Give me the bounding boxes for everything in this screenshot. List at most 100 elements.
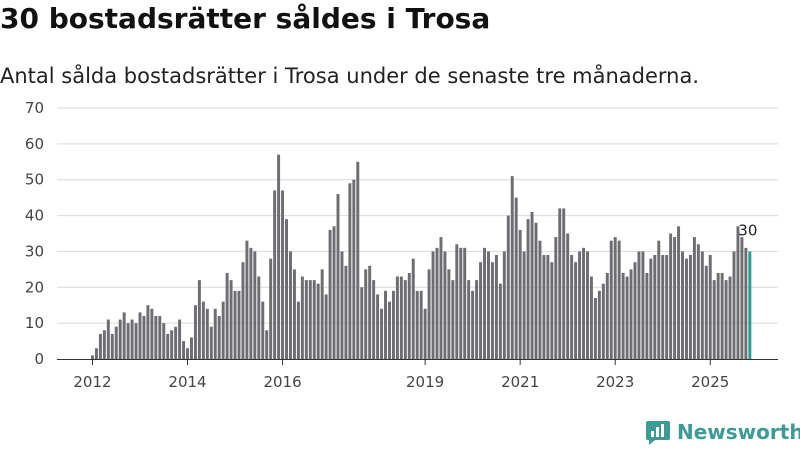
bar <box>411 258 415 359</box>
bar <box>395 276 399 359</box>
bar <box>447 269 451 359</box>
bar <box>182 341 186 359</box>
bar <box>229 280 233 359</box>
bar <box>538 240 542 359</box>
bar <box>700 251 704 359</box>
bar <box>368 265 372 359</box>
bar <box>566 233 570 359</box>
bar <box>237 290 241 359</box>
x-axis-ticks: 2012 2014 2016 2019 2021 2023 2025 <box>73 359 729 391</box>
x-tick-label: 2014 <box>168 373 206 391</box>
bar <box>372 280 376 359</box>
bar <box>736 226 740 359</box>
bar <box>134 323 138 359</box>
x-tick-label: 2025 <box>691 373 729 391</box>
bar <box>427 269 431 359</box>
bar <box>249 247 253 359</box>
bar <box>273 190 277 359</box>
bar <box>688 255 692 359</box>
bar <box>391 290 395 359</box>
bar <box>138 312 142 359</box>
bar <box>360 287 364 359</box>
bar <box>724 280 728 359</box>
bar <box>605 272 609 359</box>
bar <box>253 251 257 359</box>
bar <box>728 276 732 359</box>
x-tick-label: 2019 <box>406 373 444 391</box>
bar <box>91 355 94 359</box>
y-tick-label: 60 <box>25 135 44 153</box>
bar <box>530 211 534 359</box>
bar <box>122 312 126 359</box>
bar <box>320 269 324 359</box>
bar <box>419 290 423 359</box>
bar <box>443 251 447 359</box>
bar <box>490 262 494 359</box>
bar <box>213 308 217 359</box>
bar <box>106 319 110 359</box>
bar <box>629 269 633 359</box>
bar <box>475 280 479 359</box>
bar <box>328 229 332 359</box>
bar <box>720 272 724 359</box>
last-value-label: 30 <box>738 221 757 239</box>
bar <box>162 323 166 359</box>
bar <box>221 301 225 359</box>
bar <box>403 280 407 359</box>
chart-subtitle: Antal sålda bostadsrätter i Trosa under … <box>0 64 700 88</box>
newsworthy-logo-text: Newsworthy <box>677 420 800 444</box>
bar <box>340 251 344 359</box>
bar <box>166 333 170 359</box>
bar <box>201 301 205 359</box>
bar <box>265 330 269 359</box>
bar <box>661 255 665 359</box>
bar <box>407 272 411 359</box>
bar <box>570 255 574 359</box>
bar <box>261 301 265 359</box>
bar <box>300 276 304 359</box>
bar <box>653 255 657 359</box>
bar <box>740 237 744 359</box>
bar <box>601 283 605 359</box>
bar <box>696 244 700 359</box>
bar <box>126 323 130 359</box>
bar-latest <box>748 251 752 359</box>
bar <box>487 251 490 359</box>
bar <box>617 240 621 359</box>
bar <box>692 237 696 359</box>
bar <box>574 262 578 359</box>
bar <box>380 308 384 359</box>
bar <box>479 262 483 359</box>
bar <box>225 272 229 359</box>
bar <box>102 330 106 359</box>
bar <box>150 308 154 359</box>
bar <box>304 280 308 359</box>
bar <box>431 251 435 359</box>
bar <box>459 247 463 359</box>
bar <box>494 255 498 359</box>
bar <box>633 262 637 359</box>
bar <box>154 315 158 359</box>
y-tick-label: 70 <box>25 99 44 117</box>
bar <box>439 237 443 359</box>
bar <box>732 251 736 359</box>
bar <box>518 229 522 359</box>
bar <box>277 154 281 359</box>
bar <box>586 251 589 359</box>
bar <box>467 280 471 359</box>
bar <box>609 240 613 359</box>
bar <box>582 247 585 359</box>
bar <box>130 319 134 359</box>
bar <box>451 280 455 359</box>
y-tick-label: 0 <box>34 350 44 368</box>
bar <box>669 233 673 359</box>
bar <box>657 240 661 359</box>
bar <box>209 326 213 359</box>
bar <box>289 251 292 359</box>
y-axis-ticks: 0 10 20 30 40 50 60 70 <box>25 99 44 368</box>
bar <box>502 251 506 359</box>
bar <box>534 222 538 359</box>
bar <box>98 333 102 359</box>
bar <box>415 290 419 359</box>
